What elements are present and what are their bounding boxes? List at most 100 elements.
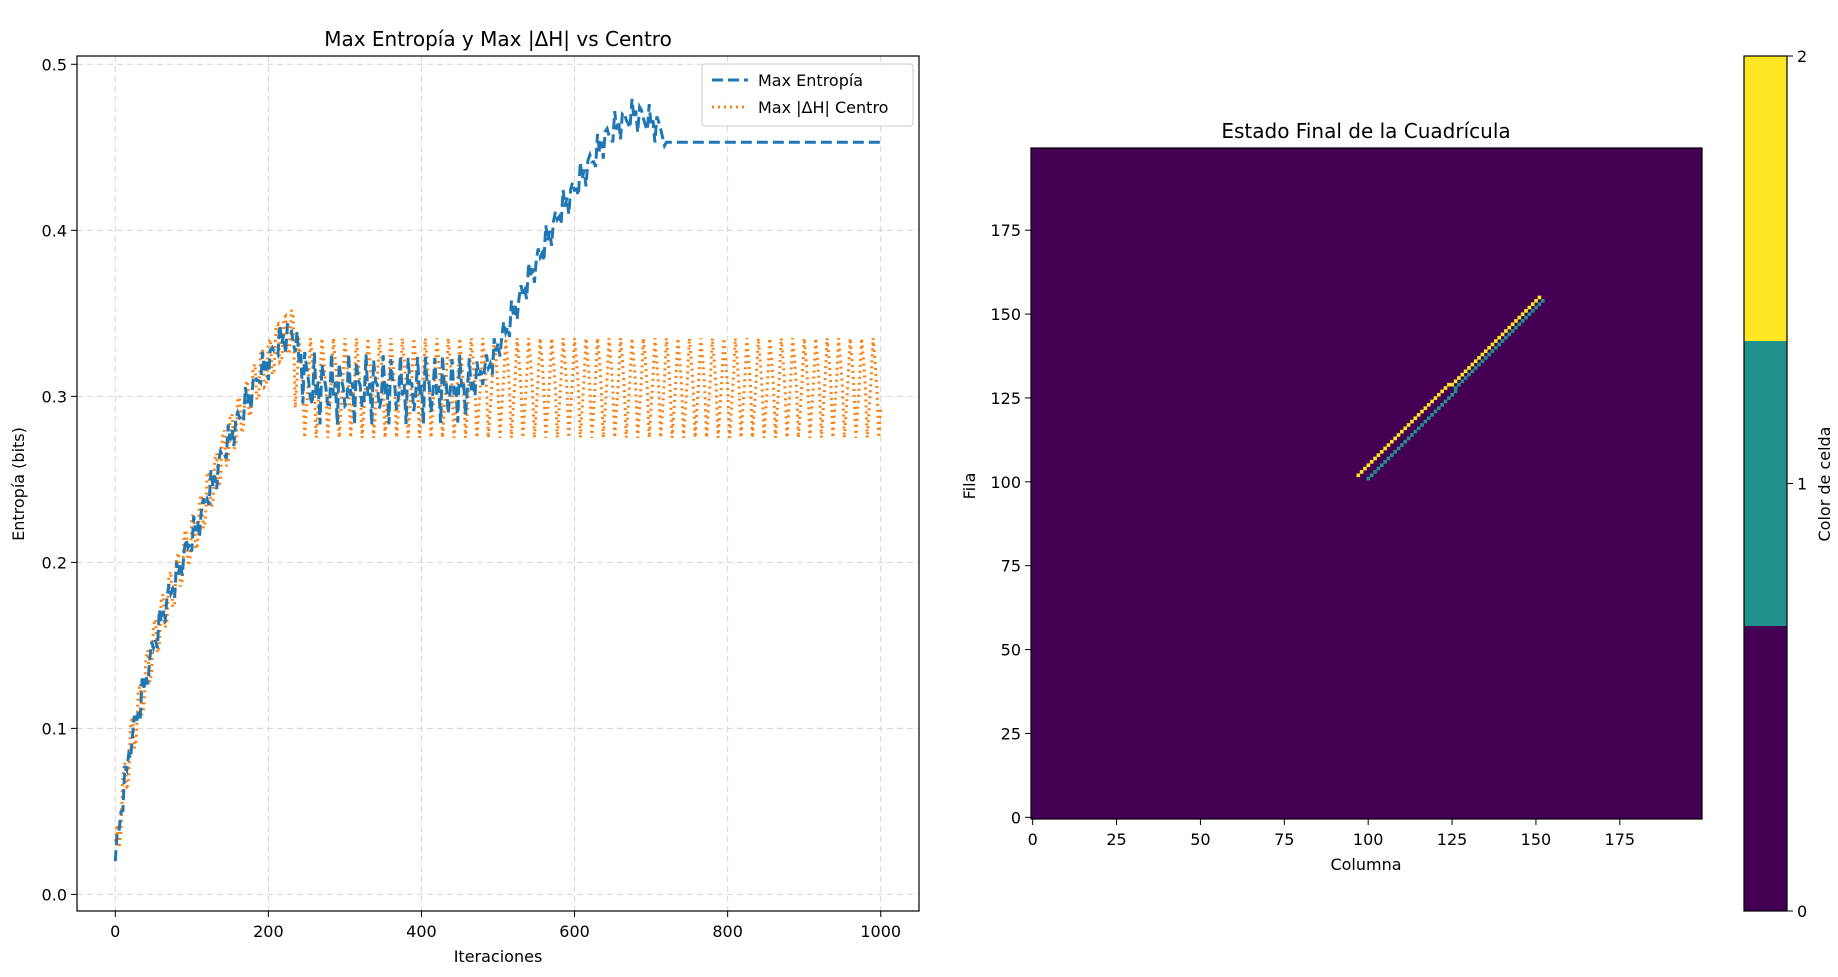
colorbar-block	[1744, 626, 1787, 911]
heatmap-cell	[1386, 456, 1391, 461]
heatmap-cell	[1416, 426, 1421, 431]
heatmap-x-label: Columna	[1330, 855, 1401, 874]
heatmap-cell	[1389, 439, 1394, 444]
heatmap-cell	[1457, 376, 1461, 380]
heatmap-cell	[1373, 456, 1377, 461]
heatmap-cell	[1477, 356, 1481, 360]
line-chart-series	[113, 98, 883, 862]
heatmap-cell	[1480, 359, 1485, 364]
heatmap-cell	[1457, 382, 1461, 387]
heatmap-cell	[1413, 429, 1418, 434]
heatmap-cell	[1430, 399, 1434, 404]
heatmap-cell	[1524, 315, 1528, 320]
heatmap-cell	[1467, 372, 1471, 377]
heatmap-cell	[1504, 329, 1508, 333]
heatmap-cell	[1373, 470, 1377, 474]
heatmap-cell	[1453, 389, 1458, 394]
heatmap-cell	[1447, 382, 1451, 387]
heatmap-cell	[1359, 470, 1364, 474]
heatmap-y-tick-label: 150	[990, 305, 1021, 324]
legend-box	[701, 63, 914, 127]
x-tick-label: 0	[110, 922, 120, 941]
y-tick-label: 0.4	[42, 221, 67, 240]
heatmap-cell	[1440, 402, 1444, 407]
colorbar-label: Color de celda	[1815, 427, 1834, 542]
heatmap-cell	[1517, 315, 1522, 320]
x-tick-label: 800	[712, 922, 743, 941]
heatmap-cell	[1386, 443, 1391, 447]
heatmap-cell	[1366, 476, 1371, 481]
heatmap-cell	[1400, 443, 1404, 447]
colorbar-ticks: 0 1 2	[1787, 47, 1807, 921]
y-tick-label: 0.5	[42, 55, 67, 74]
heatmap-cell	[1480, 352, 1485, 357]
heatmap-cell	[1379, 463, 1384, 468]
heatmap-cell	[1406, 423, 1411, 427]
x-tick-label: 200	[253, 922, 284, 941]
heatmap-x-tick-label: 175	[1605, 830, 1636, 849]
heatmap-x-tick-label: 150	[1521, 830, 1552, 849]
heatmap-cell	[1450, 392, 1455, 397]
heatmap-title: Estado Final de la Cuadrícula	[1221, 119, 1510, 143]
heatmap-cell	[1490, 349, 1495, 353]
heatmap-cell	[1510, 329, 1515, 333]
heatmap-cell	[1463, 369, 1468, 374]
heatmap-cell	[1423, 406, 1428, 410]
heatmap-cell	[1436, 406, 1441, 410]
heatmap-cell	[1389, 453, 1394, 457]
colorbar-tick-label: 0	[1797, 902, 1807, 921]
heatmap-cell	[1490, 342, 1495, 347]
heatmap-cell	[1416, 413, 1421, 417]
heatmap-cell	[1517, 322, 1522, 327]
heatmap-cell	[1393, 449, 1397, 454]
heatmap-cell	[1507, 332, 1512, 337]
heatmap-cell	[1470, 369, 1475, 374]
line-chart-legend: Max Entropía Max |ΔH| Centro	[701, 63, 914, 127]
heatmap-cell	[1493, 345, 1498, 350]
line-chart-grid	[77, 56, 919, 911]
heatmap-cell	[1366, 463, 1371, 468]
x-tick-label: 1000	[860, 922, 901, 941]
heatmap-cell	[1406, 436, 1411, 441]
heatmap-x-tick-label: 25	[1106, 830, 1126, 849]
heatmap-cell	[1396, 433, 1401, 437]
heatmap-cell	[1534, 298, 1538, 303]
heatmap-cell	[1497, 335, 1501, 340]
colorbar-blocks	[1744, 56, 1787, 911]
heatmap-background	[1031, 148, 1702, 819]
heatmap-cell	[1430, 413, 1434, 417]
heatmap-cell	[1483, 349, 1488, 353]
heatmap-cell	[1534, 305, 1538, 310]
heatmap-cell	[1470, 362, 1475, 367]
heatmap-x-tick-label: 100	[1353, 830, 1384, 849]
heatmap-cell	[1426, 416, 1431, 421]
heatmap-cell	[1530, 309, 1535, 313]
heatmap-cell	[1453, 379, 1458, 384]
heatmap-cell	[1514, 319, 1518, 323]
heatmap-cell	[1433, 396, 1438, 400]
heatmap-cell	[1403, 439, 1408, 444]
heatmap-cell	[1460, 379, 1465, 384]
heatmap-cell	[1524, 309, 1528, 313]
x-tick-label: 400	[406, 922, 437, 941]
heatmap-cell	[1393, 436, 1397, 441]
heatmap-cell	[1376, 453, 1381, 457]
heatmap-cell	[1520, 312, 1525, 317]
heatmap-cell	[1376, 466, 1381, 471]
colorbar: 0 1 2 Color de celda	[1743, 47, 1834, 921]
line-chart-x-label: Iteraciones	[454, 947, 543, 966]
heatmap-cell	[1420, 423, 1424, 427]
heatmap-x-tick-label: 50	[1190, 830, 1210, 849]
heatmap-cell	[1504, 335, 1508, 340]
heatmap-cell	[1500, 339, 1505, 343]
line-chart-x-ticks: 0 200 400 600 800 1000	[110, 911, 901, 941]
heatmap-cell	[1443, 399, 1448, 404]
heatmap-cell	[1426, 402, 1431, 407]
heatmap-cell	[1500, 332, 1505, 337]
heatmap-cell	[1423, 419, 1428, 424]
heatmap-cell	[1507, 325, 1512, 330]
y-tick-label: 0.3	[42, 387, 67, 406]
heatmap-chart: Estado Final de la Cuadrícula 0 25 50 75 100…	[960, 119, 1703, 874]
heatmap-cell	[1383, 460, 1387, 464]
